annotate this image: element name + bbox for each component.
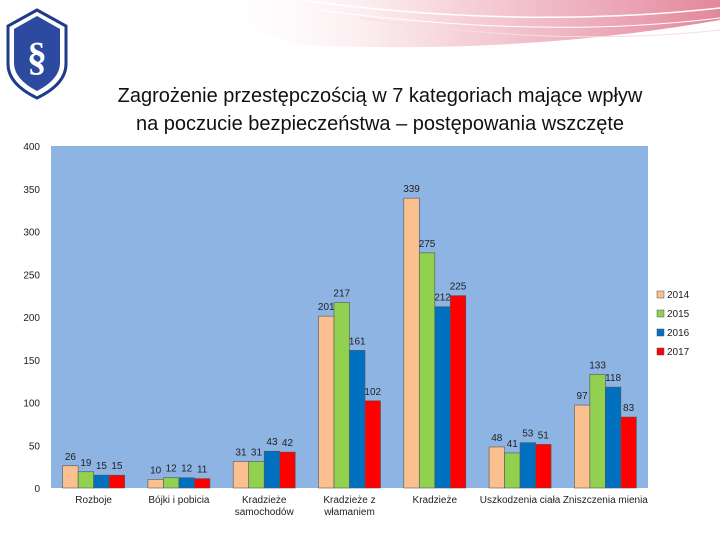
data-label: 83 [623, 403, 635, 414]
data-label: 11 [197, 465, 208, 476]
category-label: Uszkodzenia ciała [480, 495, 561, 506]
bar-2015 [589, 373, 606, 489]
category-label: samochodów [235, 507, 295, 518]
bar-2014 [232, 461, 250, 489]
data-label: 15 [111, 461, 123, 472]
legend-label-2015: 2015 [667, 309, 690, 320]
legend-swatch-2014 [656, 290, 665, 299]
bar-2014 [147, 479, 164, 489]
legend-swatch-2017 [656, 347, 665, 356]
category-label: włamaniem [323, 507, 375, 518]
y-tick-label: 250 [23, 270, 40, 281]
bar-2016 [263, 450, 281, 489]
data-label: 41 [507, 439, 519, 450]
bar-2016 [93, 474, 110, 489]
legend-swatch-2016 [656, 328, 665, 337]
bar-2017 [364, 400, 381, 489]
data-label: 97 [577, 391, 589, 402]
y-tick-label: 100 [23, 399, 40, 410]
category-label: Kradzieże [242, 495, 287, 506]
data-label: 53 [522, 429, 534, 440]
header-decoration [200, 0, 720, 48]
data-label: 51 [538, 430, 550, 441]
data-label: 225 [450, 282, 467, 293]
data-label: 26 [65, 452, 77, 463]
bar-2016 [519, 442, 536, 489]
bar-2015 [163, 477, 180, 489]
bar-2014 [62, 465, 79, 489]
bar-2017 [449, 295, 467, 489]
chart-title-line-1: Zagrożenie przestępczością w 7 kategoria… [117, 85, 643, 107]
y-tick-label: 0 [34, 484, 40, 495]
category-label: Kradzieże [413, 495, 458, 506]
y-tick-label: 300 [23, 228, 40, 239]
category-label: Zniszczenia mienia [563, 495, 648, 506]
category-label: Kradzieże z [323, 495, 375, 506]
data-label: 161 [349, 336, 366, 347]
data-label: 19 [80, 458, 92, 469]
bar-2017 [620, 416, 637, 489]
data-label: 10 [150, 465, 162, 476]
legend-swatch-2015 [656, 309, 665, 318]
data-label: 275 [419, 239, 436, 250]
category-label: Rozboje [75, 495, 112, 506]
legend-label-2014: 2014 [667, 290, 690, 301]
chart-title: Zagrożenie przestępczością w 7 kategoria… [70, 82, 690, 138]
y-tick-label: 200 [23, 313, 40, 324]
y-tick-label: 350 [23, 185, 40, 196]
y-tick-label: 150 [23, 356, 40, 367]
data-label: 217 [333, 288, 350, 299]
bar-2017 [194, 478, 211, 489]
data-label: 42 [282, 438, 294, 449]
data-label: 212 [434, 293, 451, 304]
bar-2017 [108, 474, 125, 489]
data-label: 31 [235, 447, 247, 458]
bar-2016 [349, 350, 366, 489]
bar-2016 [178, 477, 195, 489]
bar-2017 [279, 451, 296, 489]
bar-2015 [248, 461, 265, 489]
data-label: 118 [605, 373, 621, 384]
bar-2014 [318, 315, 335, 489]
data-label: 339 [403, 184, 420, 195]
bar-2016 [605, 386, 622, 489]
bar-2017 [535, 444, 552, 489]
data-label: 31 [251, 447, 263, 458]
data-label: 12 [166, 464, 178, 475]
bar-2016 [434, 306, 451, 489]
chart-title-line-2: na poczucie bezpieczeństwa – postępowani… [135, 113, 625, 135]
legend-label-2016: 2016 [667, 328, 690, 339]
data-label: 102 [364, 387, 381, 398]
data-label: 43 [266, 437, 278, 448]
data-label: 133 [589, 360, 606, 371]
bar-2015 [77, 471, 94, 489]
bar-2014 [403, 197, 420, 489]
bar-2015 [333, 302, 350, 489]
legend-label-2017: 2017 [667, 347, 690, 358]
data-label: 201 [318, 302, 335, 313]
y-tick-label: 50 [29, 441, 41, 452]
bar-2015 [504, 452, 521, 489]
y-tick-label: 400 [23, 142, 40, 153]
logo-section-symbol: § [27, 34, 47, 79]
bar-2014 [574, 404, 591, 489]
data-label: 15 [96, 461, 108, 472]
data-label: 48 [491, 433, 503, 444]
bar-2015 [418, 252, 436, 489]
bar-2014 [488, 446, 505, 489]
section-logo: § [6, 8, 68, 100]
data-label: 12 [181, 464, 193, 475]
category-label: Bójki i pobicia [148, 495, 210, 506]
